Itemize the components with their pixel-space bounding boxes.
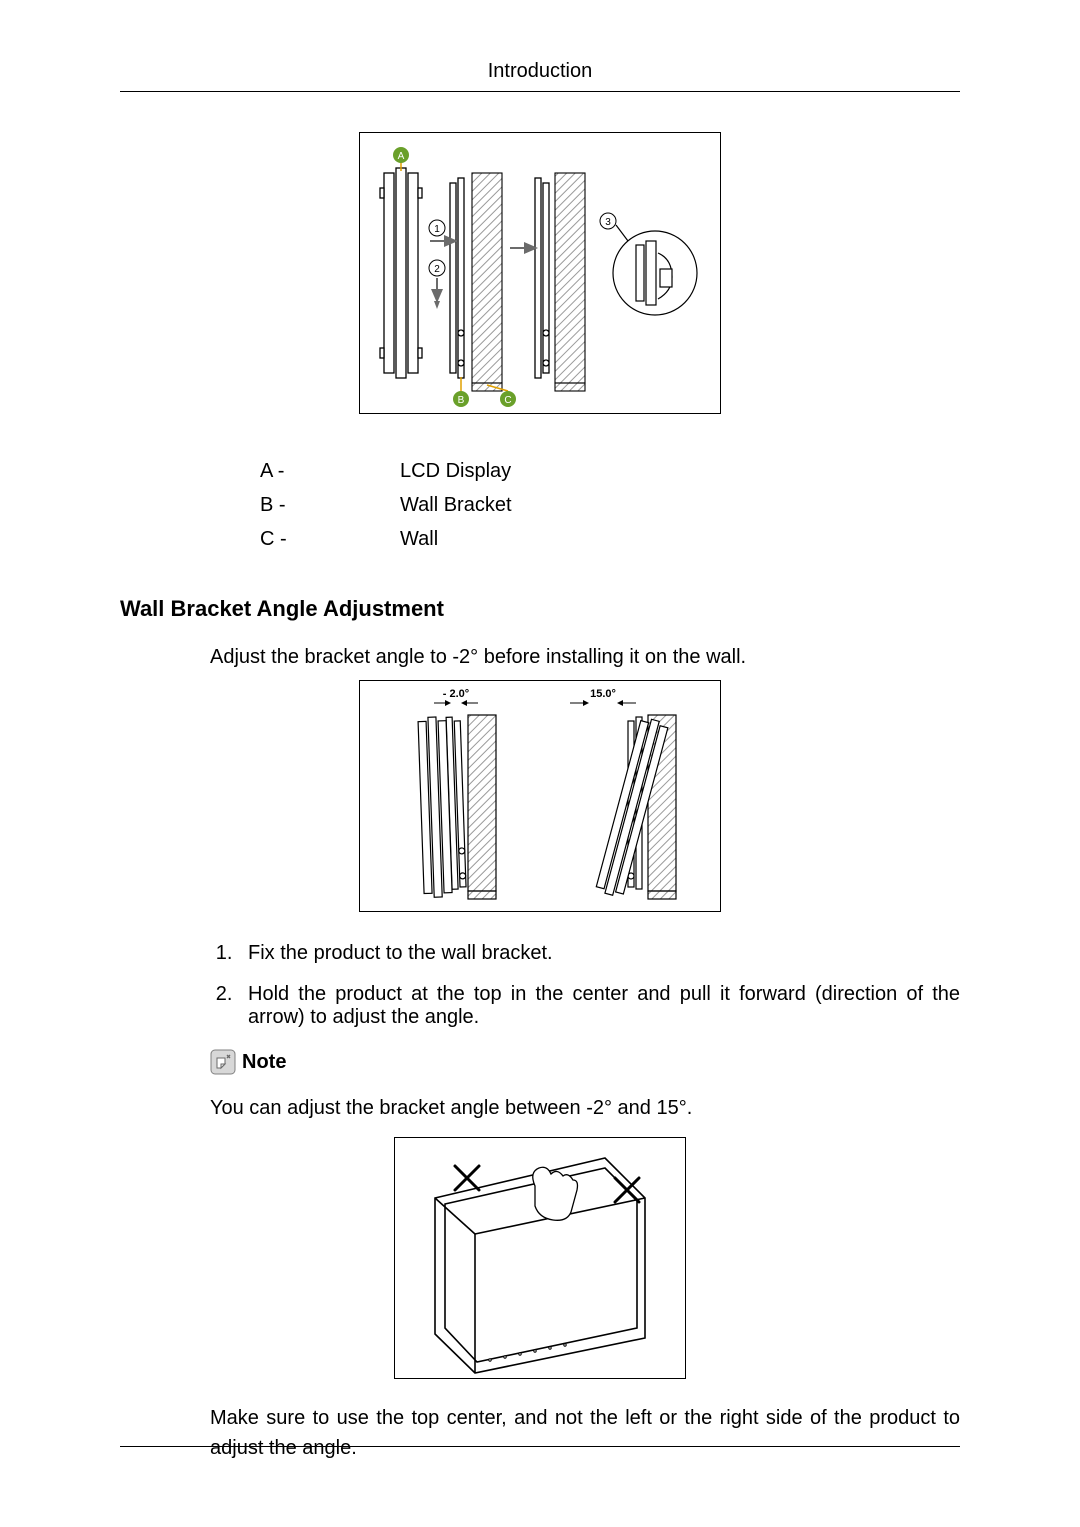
marker-2-label: 2 (434, 264, 440, 275)
marker-a-label: A (398, 151, 405, 162)
angle-neg2-text: - 2.0° (443, 688, 469, 700)
figure-3 (394, 1137, 686, 1379)
wall-bracket-left (450, 178, 464, 378)
legend-row: C - Wall (260, 522, 960, 556)
page-header: Introduction (120, 60, 960, 92)
note-icon (210, 1049, 236, 1075)
wall-bracket-right (535, 178, 549, 378)
angle-neg2-label: - 2.0° (434, 688, 478, 703)
angle-15-label: 15.0° (570, 688, 636, 703)
legend-key: B - (260, 488, 400, 522)
figure-2: - 2.0° 15.0° (359, 680, 721, 912)
legend-row: B - Wall Bracket (260, 488, 960, 522)
footer-rule (120, 1446, 960, 1447)
figure-1-container: 1 2 3 (120, 132, 960, 414)
angle-15-text: 15.0° (590, 688, 616, 700)
marker-b: B (453, 377, 469, 407)
note-text: You can adjust the bracket angle between… (210, 1093, 960, 1123)
legend-key: C - (260, 522, 400, 556)
legend-key: A - (260, 454, 400, 488)
note-label: Note (242, 1051, 286, 1074)
step-item: Fix the product to the wall bracket. (238, 942, 960, 965)
lcd-display (380, 168, 422, 378)
legend-val: Wall Bracket (400, 488, 512, 522)
angle-15 (595, 715, 676, 899)
detail-inset (613, 225, 697, 315)
legend-val: LCD Display (400, 454, 511, 488)
wall-segment-1 (472, 173, 502, 391)
intro-line: Adjust the bracket angle to -2° before i… (210, 642, 960, 672)
closing-text: Make sure to use the top center, and not… (210, 1403, 960, 1463)
page: Introduction (0, 0, 1080, 1527)
angle-neg2 (418, 715, 496, 899)
note-row: Note (210, 1049, 960, 1075)
x-mark-left (455, 1166, 479, 1190)
figure-2-container: - 2.0° 15.0° (120, 680, 960, 912)
legend-row: A - LCD Display (260, 454, 960, 488)
legend: A - LCD Display B - Wall Bracket C - Wal… (260, 454, 960, 556)
page-title: Introduction (488, 60, 593, 82)
marker-1-label: 1 (434, 224, 440, 235)
section-heading: Wall Bracket Angle Adjustment (120, 596, 960, 622)
marker-c-label: C (504, 395, 511, 406)
marker-3-label: 3 (605, 217, 611, 228)
marker-b-label: B (458, 395, 465, 406)
steps-list: Fix the product to the wall bracket. Hol… (210, 942, 960, 1029)
wall-segment-2 (555, 173, 585, 391)
figure-1: 1 2 3 (359, 132, 721, 414)
step-item: Hold the product at the top in the cente… (238, 983, 960, 1029)
figure-3-container (120, 1137, 960, 1379)
legend-val: Wall (400, 522, 438, 556)
